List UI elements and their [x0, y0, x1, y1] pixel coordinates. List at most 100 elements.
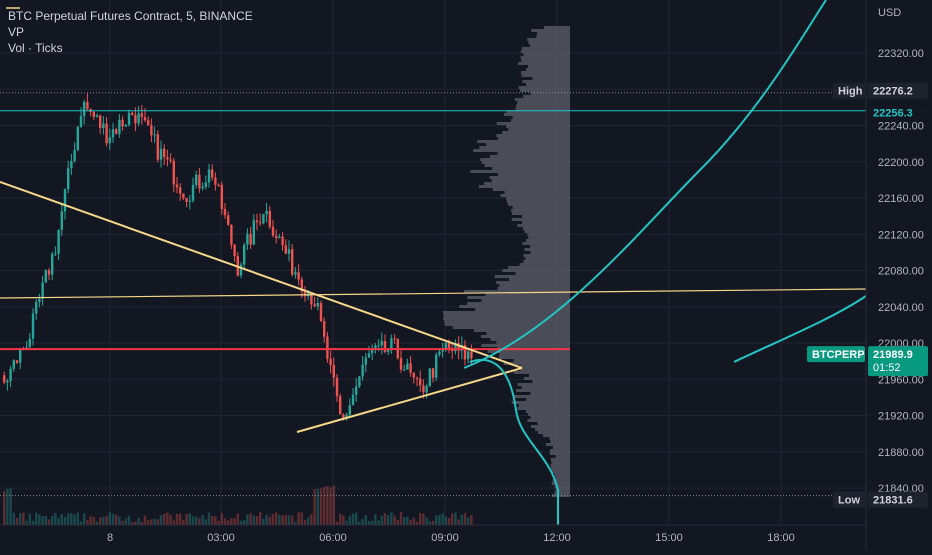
low-label-bg: [833, 491, 865, 508]
volume-bar: [191, 516, 195, 525]
profile-bar: [477, 140, 570, 143]
candle: [150, 125, 153, 136]
profile-bar: [492, 167, 570, 170]
candle: [195, 174, 198, 185]
volume-bar: [403, 517, 406, 525]
projection-curve-upper: [463, 0, 827, 369]
candle: [393, 338, 396, 340]
candle: [92, 111, 95, 118]
volume-bar: [105, 515, 108, 525]
indicator-volume[interactable]: Vol · Ticks: [8, 41, 63, 55]
candle: [217, 184, 220, 186]
projection-curve-lower: [469, 359, 559, 525]
volume-bar: [124, 518, 127, 525]
indicator-vp[interactable]: VP: [8, 25, 25, 39]
volume-bar: [428, 521, 431, 525]
candle: [19, 348, 22, 363]
volume-bar: [348, 515, 351, 525]
candle: [47, 270, 51, 275]
profile-bar: [530, 92, 570, 95]
candle: [259, 222, 262, 224]
projection-curve-right: [733, 295, 867, 363]
candle: [287, 249, 291, 254]
candle: [339, 396, 342, 415]
candle: [15, 360, 19, 363]
volume-bar: [211, 515, 214, 525]
candle: [111, 129, 115, 138]
x-tick-label: 09:00: [431, 532, 459, 544]
last-price-label: BTCPERP: [812, 349, 865, 361]
candle: [355, 386, 358, 395]
profile-bar: [517, 407, 570, 410]
volume-bar: [169, 514, 172, 525]
volume-bar: [57, 517, 60, 525]
profile-bar: [475, 308, 570, 311]
candle: [313, 304, 316, 307]
profile-bar: [514, 395, 570, 398]
volume-bar: [15, 518, 19, 525]
profile-bar: [481, 161, 570, 164]
candle: [51, 253, 54, 275]
candle: [438, 351, 441, 355]
volume-bar: [92, 517, 95, 525]
profile-bar: [503, 113, 570, 116]
volume-bar: [9, 488, 12, 525]
volume-bar: [271, 513, 275, 525]
profile-bar: [517, 101, 570, 104]
volume-bar: [339, 513, 342, 525]
candle: [147, 120, 150, 126]
symbol-title[interactable]: BTC Perpetual Futures Contract, 5, BINAN…: [8, 9, 253, 23]
candle: [271, 226, 275, 236]
level-value-bg: [868, 104, 928, 121]
volume-bar: [246, 514, 249, 525]
profile-bar: [494, 275, 570, 278]
candle: [172, 160, 175, 185]
profile-bar: [512, 212, 570, 215]
candle: [297, 272, 300, 280]
volume-bar: [371, 521, 374, 525]
profile-bar: [521, 74, 570, 77]
profile-bar: [490, 338, 570, 341]
volume-bar: [127, 515, 131, 525]
volume-bar: [313, 488, 316, 525]
profile-bar: [525, 410, 570, 413]
volume-bar: [447, 517, 451, 525]
volume-bar: [259, 512, 262, 525]
candle: [63, 189, 67, 212]
candle: [131, 112, 134, 115]
candle: [57, 229, 60, 254]
profile-bar: [554, 485, 570, 488]
candle: [371, 349, 374, 354]
candle: [175, 184, 179, 188]
candle: [268, 210, 271, 227]
profile-bar: [550, 440, 570, 443]
candle: [467, 351, 470, 360]
candle: [70, 160, 73, 169]
candle: [182, 193, 185, 199]
y-tick-label: 22160.00: [878, 193, 924, 205]
profile-bar: [508, 128, 570, 131]
candle: [361, 364, 364, 377]
candle: [310, 292, 313, 305]
candle: [233, 244, 236, 257]
candle: [134, 114, 137, 124]
profile-bar: [486, 143, 570, 146]
profile-bar: [459, 305, 570, 308]
candle: [86, 101, 89, 109]
candle: [428, 368, 431, 387]
profile-bar: [473, 329, 570, 332]
volume-bar: [249, 513, 252, 525]
candle: [284, 245, 287, 254]
profile-bar: [535, 428, 570, 431]
profile-bar: [524, 248, 570, 251]
profile-bar: [443, 314, 570, 317]
candle: [454, 342, 457, 352]
last-price-tag: [868, 346, 928, 377]
volume-bar: [323, 486, 326, 525]
candle: [425, 386, 428, 393]
volume-bar: [95, 521, 99, 525]
volume-bar: [236, 513, 239, 525]
candle: [294, 272, 297, 275]
